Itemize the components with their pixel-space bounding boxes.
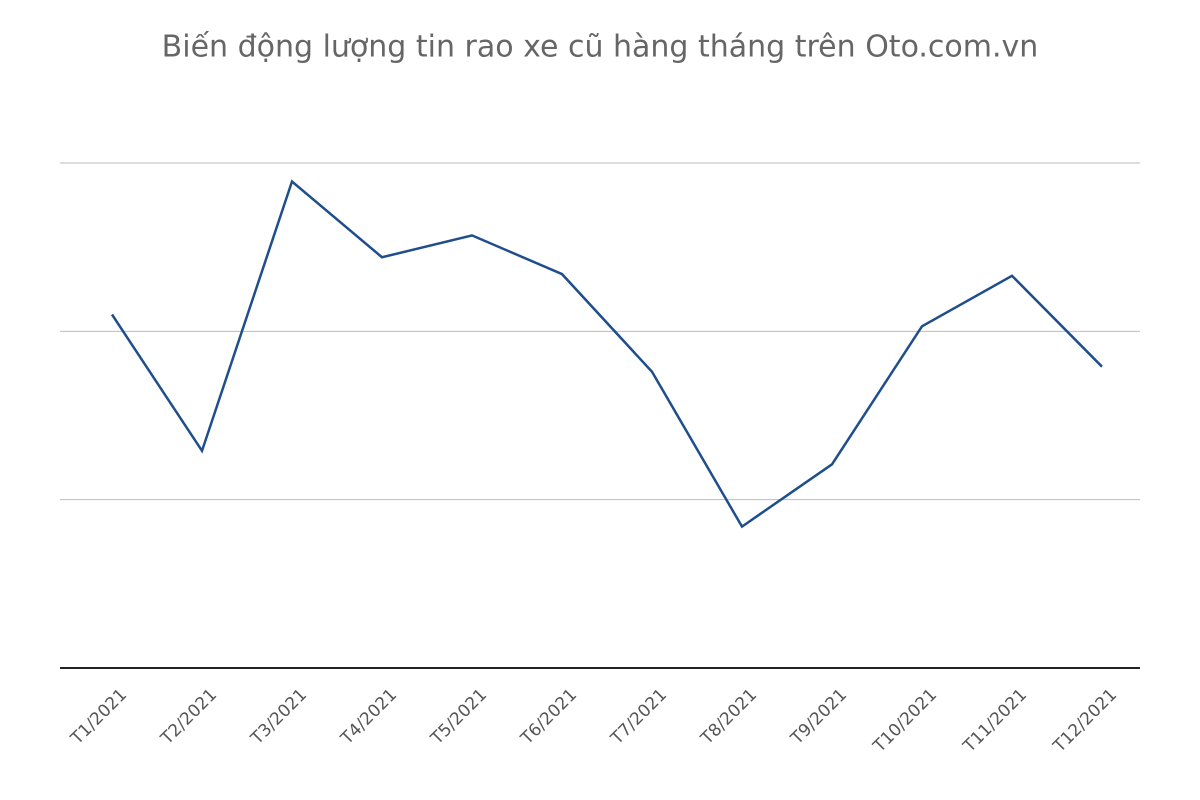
x-tick-label: T5/2021 (427, 685, 491, 749)
x-tick-label: T3/2021 (247, 685, 311, 749)
chart-title: Biến động lượng tin rao xe cũ hàng tháng… (162, 30, 1039, 65)
x-tick-label: T6/2021 (517, 685, 581, 749)
line (110, 179, 1103, 529)
x-tick-label: T12/2021 (1049, 685, 1121, 757)
x-tick-label: T2/2021 (157, 685, 221, 749)
x-tick-label: T4/2021 (337, 685, 401, 749)
x-tick-label: T1/2021 (67, 685, 131, 749)
x-tick-label: T7/2021 (607, 685, 671, 749)
x-tick-label: T9/2021 (787, 685, 851, 749)
x-tick-label: T11/2021 (959, 685, 1031, 757)
x-tick-label: T10/2021 (869, 685, 941, 757)
x-tick-label: T8/2021 (697, 685, 761, 749)
